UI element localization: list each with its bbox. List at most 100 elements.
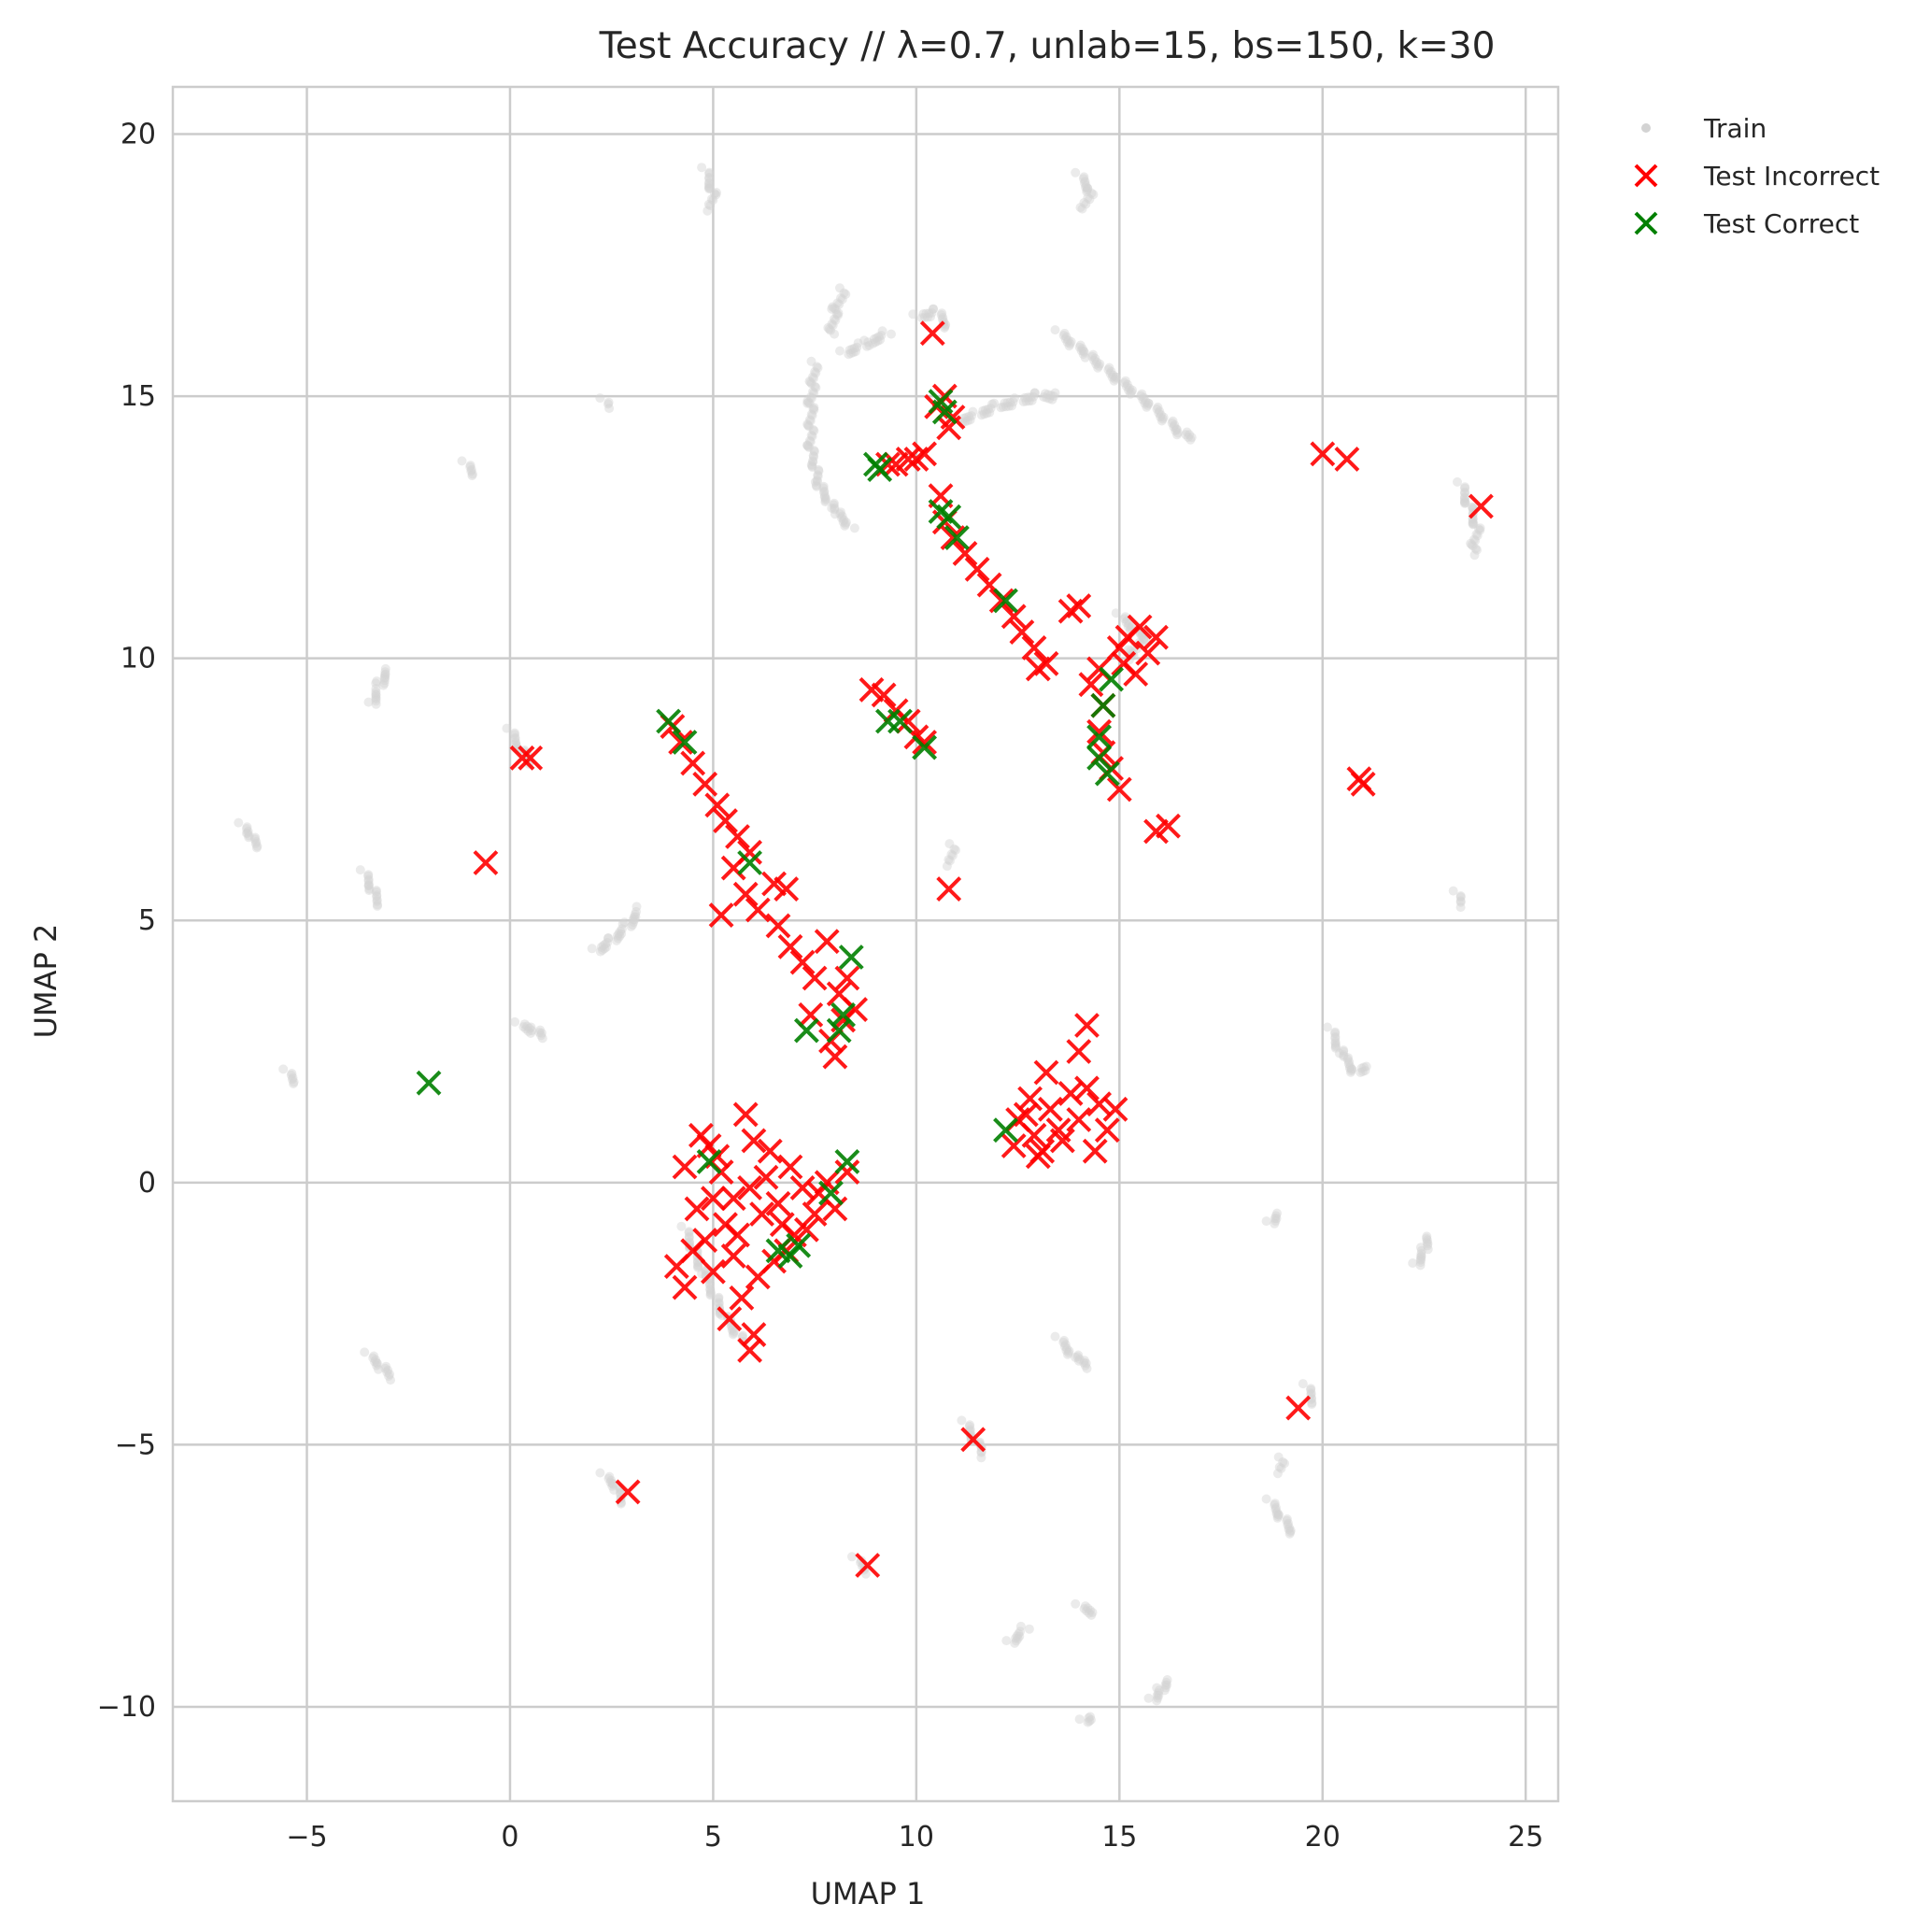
- train-point: [1142, 402, 1152, 412]
- test-incorrect-point: [1094, 1117, 1120, 1144]
- test-incorrect-point: [741, 1322, 767, 1348]
- train-point: [1128, 385, 1138, 395]
- test-correct-point: [777, 1243, 803, 1269]
- train-point: [1060, 334, 1071, 344]
- train-cluster: [457, 456, 477, 481]
- train-cluster: [1074, 1712, 1096, 1727]
- train-point: [371, 694, 381, 703]
- train-point: [1355, 1067, 1366, 1077]
- train-point: [250, 832, 261, 843]
- train-point: [877, 326, 887, 336]
- train-point: [1345, 1061, 1355, 1072]
- train-point: [371, 687, 381, 697]
- test-incorrect-point: [834, 1159, 860, 1186]
- train-point: [373, 1358, 382, 1369]
- train-point: [979, 409, 989, 419]
- train-point: [1073, 1350, 1084, 1360]
- train-point: [1157, 414, 1168, 424]
- train-point: [706, 194, 717, 205]
- train-point: [821, 493, 831, 504]
- test-incorrect-point: [753, 1164, 779, 1190]
- train-point: [1346, 1066, 1356, 1076]
- test-incorrect-point: [960, 1427, 986, 1453]
- train-point: [1153, 402, 1163, 412]
- train-point: [1139, 634, 1149, 645]
- train-point: [1183, 433, 1193, 442]
- test-correct-point: [672, 730, 698, 755]
- train-point: [1106, 366, 1116, 376]
- train-point: [603, 399, 613, 409]
- test-incorrect-point: [1285, 1395, 1312, 1421]
- train-point: [632, 906, 641, 916]
- y-tick-label: 10: [121, 643, 156, 675]
- train-point: [1015, 1627, 1026, 1637]
- train-point: [804, 442, 814, 452]
- train-point: [964, 1421, 974, 1431]
- train-point: [617, 924, 627, 934]
- train-point: [250, 838, 261, 848]
- test-incorrect-point: [1074, 1075, 1100, 1101]
- train-point: [684, 1231, 694, 1242]
- train-point: [806, 393, 816, 404]
- train-point: [837, 294, 847, 305]
- train-point: [829, 500, 839, 510]
- train-point: [1330, 1038, 1341, 1048]
- train-point: [1416, 1245, 1426, 1256]
- train-cluster: [1261, 1208, 1282, 1229]
- test-incorrect-point: [789, 949, 816, 975]
- train-cluster: [1322, 1022, 1371, 1077]
- train-point: [1000, 402, 1011, 412]
- train-point: [286, 1070, 296, 1080]
- train-point: [1306, 1384, 1316, 1394]
- train-point: [805, 392, 816, 402]
- train-point: [807, 432, 817, 441]
- test-incorrect-point: [729, 1285, 755, 1311]
- train-point: [244, 832, 254, 843]
- train-point: [287, 1069, 297, 1078]
- train-point: [1468, 519, 1478, 530]
- train-point: [1160, 1680, 1171, 1690]
- test-correct-point: [944, 525, 970, 551]
- train-point: [1460, 487, 1469, 497]
- train-point: [985, 407, 995, 418]
- train-point: [809, 451, 819, 462]
- train-cluster: [1071, 167, 1099, 214]
- train-point: [537, 1033, 547, 1044]
- train-point: [372, 891, 382, 902]
- train-point: [705, 1284, 716, 1294]
- test-incorrect-point: [940, 525, 966, 551]
- train-point: [1361, 1061, 1371, 1072]
- test-incorrect-point: [732, 881, 759, 907]
- train-point: [1307, 1398, 1317, 1408]
- train-point: [1003, 401, 1014, 411]
- train-point: [1083, 192, 1093, 203]
- train-point: [964, 411, 974, 421]
- train-point: [1261, 1494, 1271, 1504]
- train-point: [380, 672, 390, 682]
- train-point: [1084, 1712, 1094, 1723]
- train-cluster: [1001, 1621, 1034, 1648]
- train-point: [1171, 424, 1182, 434]
- train-point: [1282, 1515, 1292, 1526]
- test-incorrect-point: [1135, 640, 1161, 666]
- test-incorrect-point: [1334, 446, 1360, 472]
- train-point: [379, 675, 390, 686]
- train-point: [802, 396, 813, 406]
- train-point: [601, 939, 610, 949]
- train-point: [1475, 525, 1485, 535]
- test-incorrect-point: [936, 876, 962, 902]
- train-point: [372, 1357, 382, 1368]
- train-point: [1078, 346, 1088, 356]
- test-incorrect-point: [1000, 604, 1027, 630]
- train-cluster: [835, 326, 896, 360]
- train-point: [1152, 1690, 1162, 1700]
- train-point: [1079, 1357, 1089, 1368]
- test-incorrect-point: [668, 730, 694, 755]
- chart-title: Test Accuracy // λ=0.7, unlab=15, bs=150…: [599, 25, 1496, 67]
- train-point: [1107, 372, 1117, 382]
- train-point: [922, 312, 932, 322]
- train-point: [919, 312, 930, 322]
- train-point: [1359, 1062, 1369, 1073]
- train-cluster: [360, 1347, 395, 1385]
